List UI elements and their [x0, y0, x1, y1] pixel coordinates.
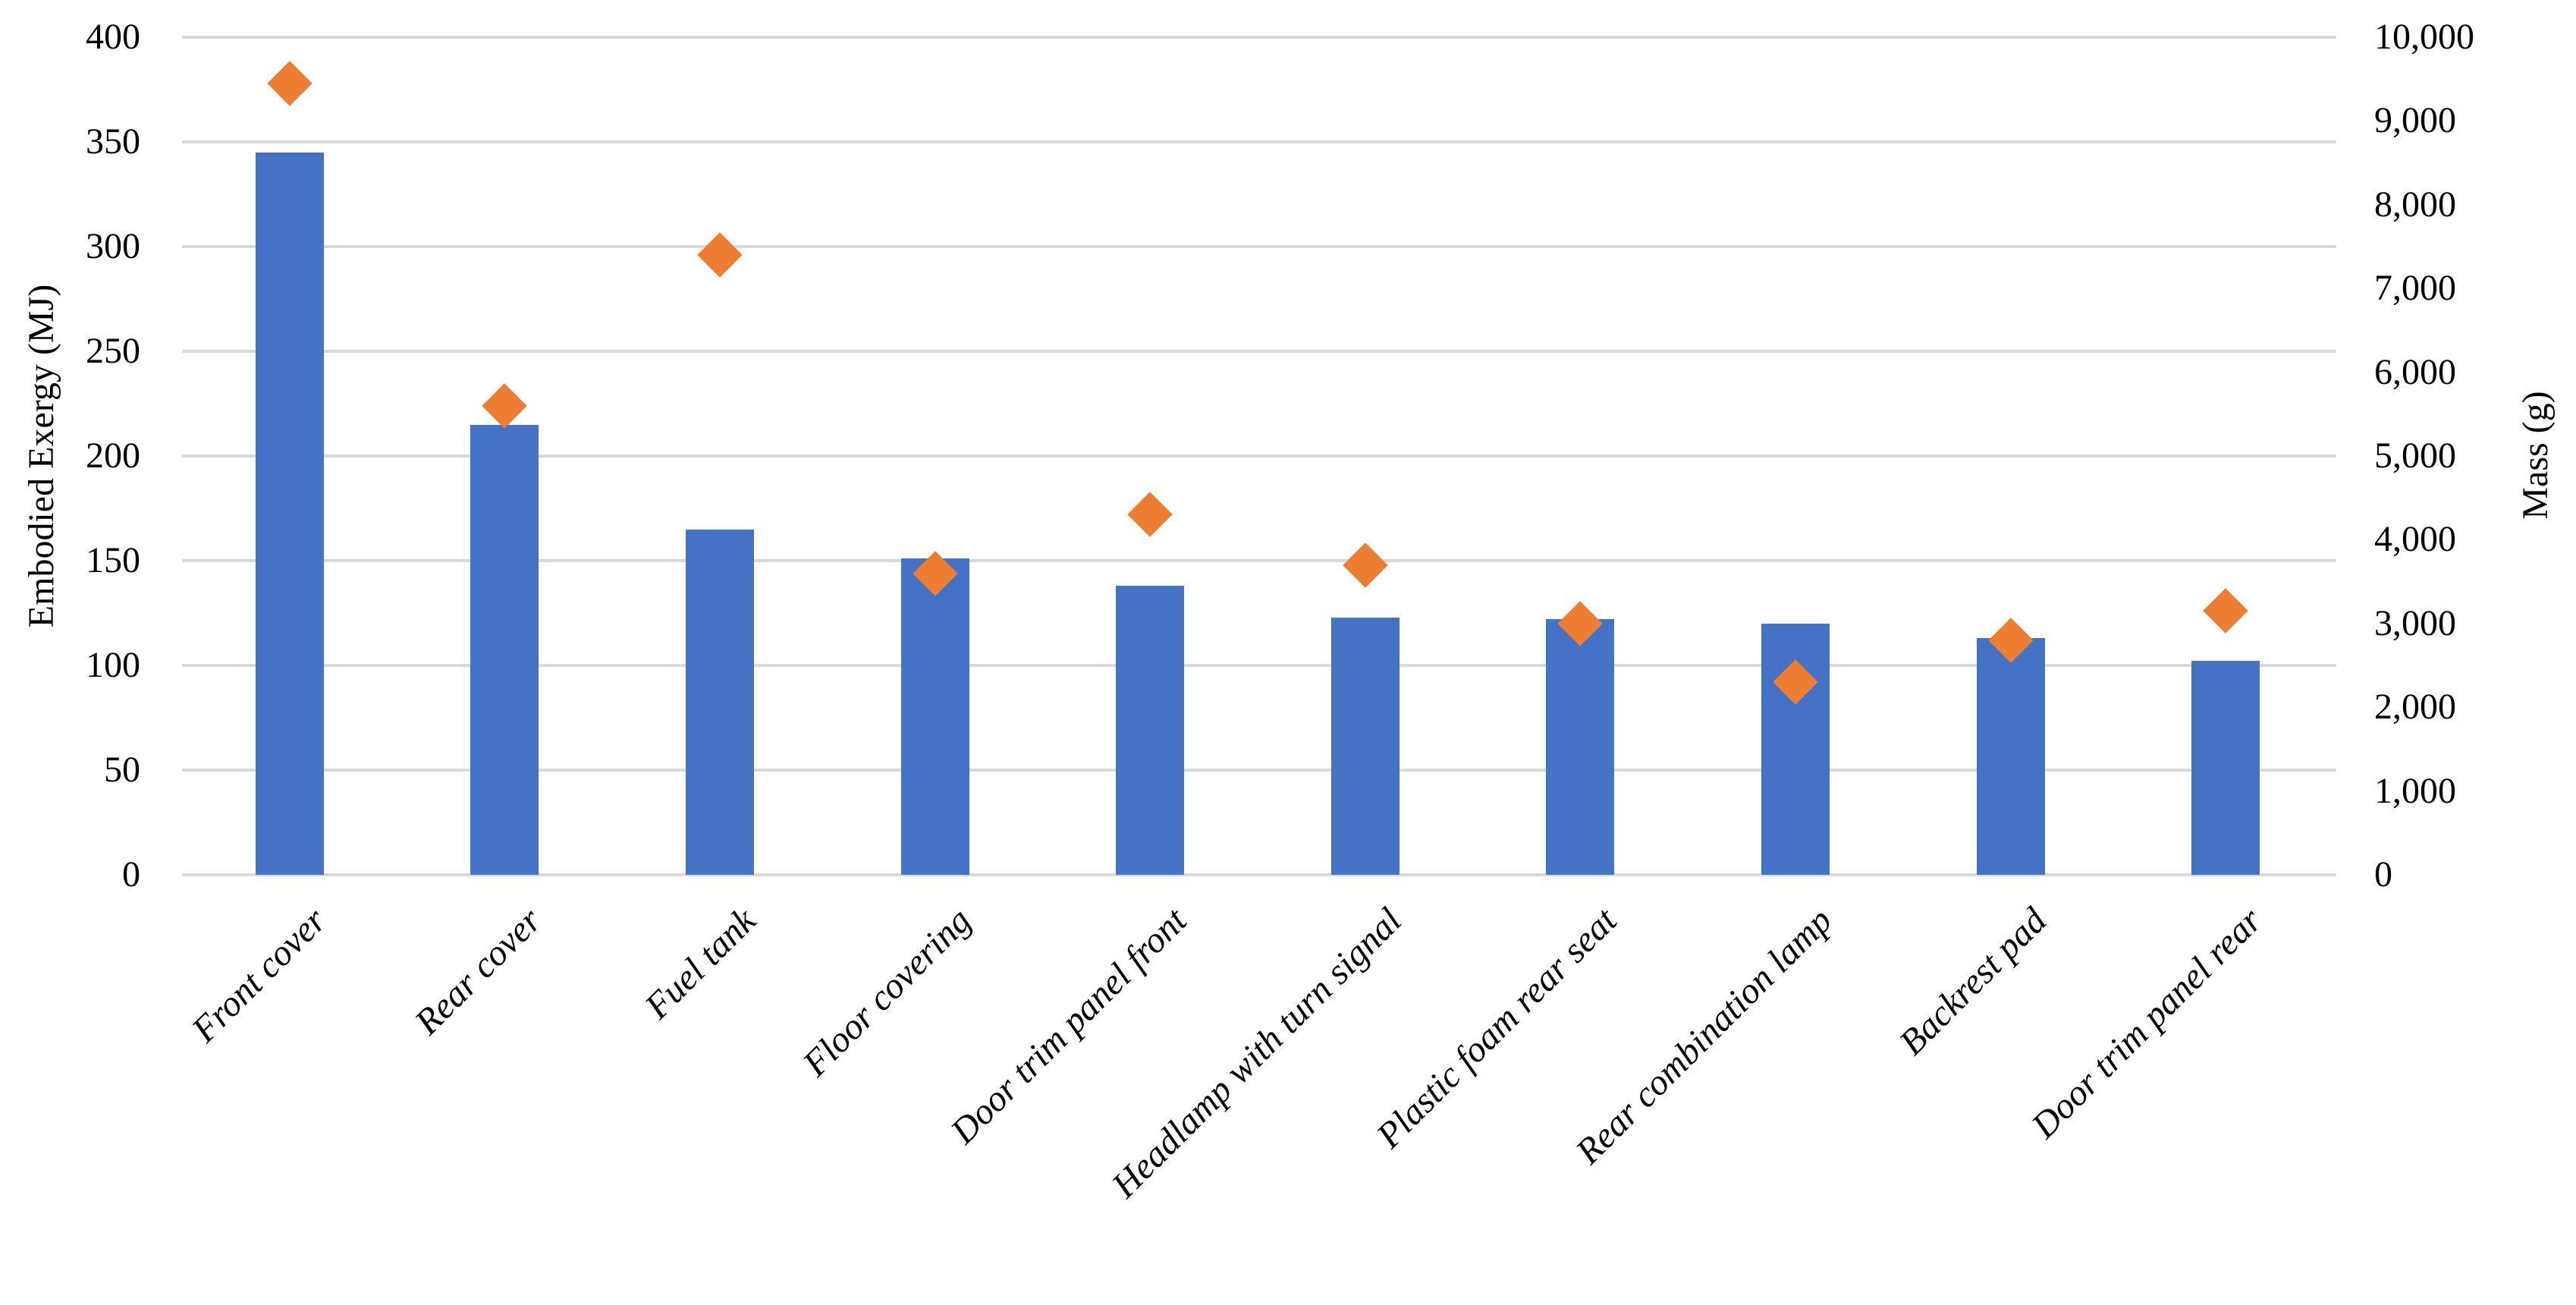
mass-diamond-marker [267, 61, 313, 106]
right-axis-tick-label: 3,000 [2374, 602, 2456, 643]
category-label: Rear cover [407, 900, 549, 1042]
gridline [182, 873, 2336, 876]
right-axis-tick-label: 8,000 [2374, 184, 2456, 225]
left-axis-tick-label: 350 [86, 121, 140, 162]
right-axis-tick-label: 7,000 [2374, 268, 2456, 309]
right-axis-tick-label: 0 [2374, 854, 2392, 895]
gridline [182, 454, 2336, 458]
mass-diamond-marker [1127, 492, 1173, 537]
exergy-bar [1546, 619, 1615, 875]
category-label: Fuel tank [637, 900, 765, 1027]
exergy-bar [1116, 586, 1185, 875]
category-label: Floor covering [795, 900, 979, 1084]
gridline [182, 559, 2336, 562]
left-axis-tick-label: 50 [104, 750, 140, 790]
right-axis-tick-label: 2,000 [2374, 687, 2456, 728]
exergy-bar [686, 529, 754, 875]
left-axis-tick-label: 200 [86, 436, 140, 476]
left-axis-tick-label: 0 [122, 854, 140, 895]
exergy-bar [900, 558, 969, 875]
right-axis-tick-label: 6,000 [2374, 351, 2456, 392]
category-label: Plastic foam rear seat [1368, 900, 1625, 1156]
right-axis-tick-label: 1,000 [2374, 770, 2456, 811]
gridline [182, 140, 2336, 143]
exergy-bar [470, 424, 539, 875]
right-axis-tick-label: 4,000 [2374, 519, 2456, 560]
right-axis-title: Mass (g) [2515, 391, 2556, 520]
category-label: Backrest pad [1892, 900, 2055, 1063]
exergy-bar [2191, 661, 2260, 875]
gridline [182, 769, 2336, 772]
right-axis-tick-label: 5,000 [2374, 436, 2456, 476]
exergy-bar [1330, 617, 1400, 875]
left-axis-tick-label: 300 [86, 226, 140, 266]
left-axis-tick-label: 150 [86, 540, 140, 580]
category-label: Door trim panel front [942, 900, 1195, 1152]
right-axis-tick-label: 10,000 [2374, 17, 2474, 57]
mass-diamond-marker [1343, 542, 1388, 588]
gridline [182, 245, 2336, 248]
mass-diamond-marker [482, 383, 528, 429]
gridline [182, 36, 2336, 39]
mass-diamond-marker [2203, 588, 2248, 634]
exergy-bar [255, 152, 324, 875]
category-label: Front cover [184, 900, 334, 1050]
left-axis-tick-label: 250 [86, 331, 140, 371]
category-label: Door trim panel rear [2024, 900, 2270, 1146]
left-axis-tick-label: 100 [86, 645, 140, 685]
left-axis-title: Embodied Exergy (MJ) [21, 284, 61, 628]
right-axis-tick-label: 9,000 [2374, 100, 2456, 141]
left-axis-tick-label: 400 [86, 17, 140, 57]
gridline [182, 350, 2336, 353]
gridline [182, 664, 2336, 667]
mass-diamond-marker [697, 232, 743, 278]
exergy-bar [1976, 638, 2045, 875]
